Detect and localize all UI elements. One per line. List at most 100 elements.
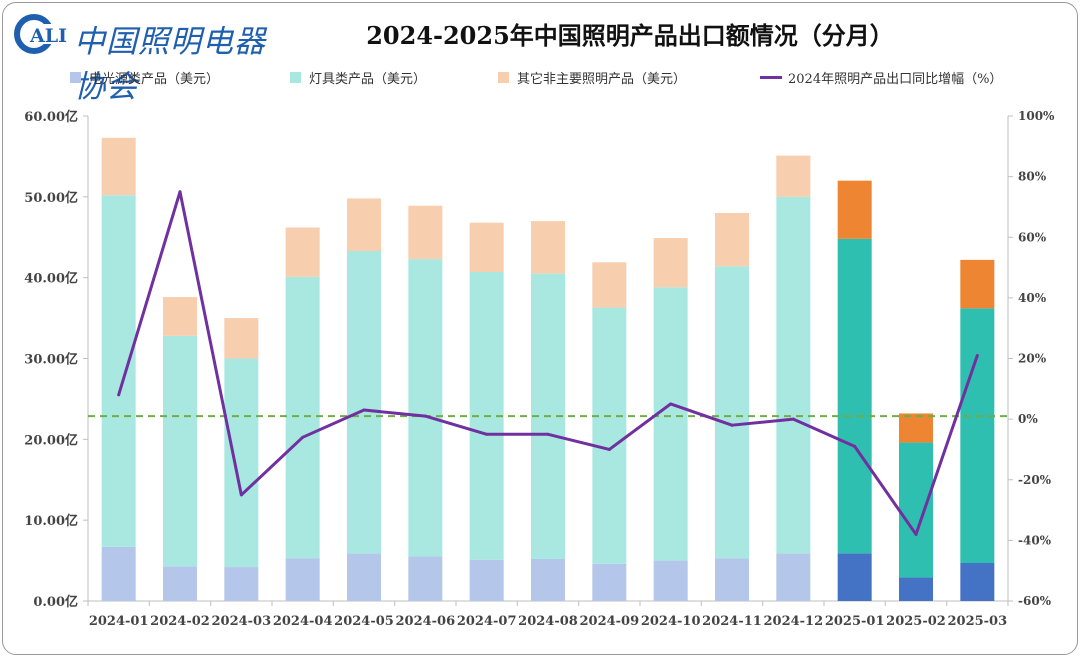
bar-segment-other [163,297,197,336]
legend-label-fixtures: 灯具类产品（美元） [309,72,427,87]
bar-segment-other [101,137,136,196]
bar-segment-fixtures [837,238,872,554]
bar-segment-fixtures [960,308,995,564]
y-left-tick-label: 0.00亿 [33,594,78,610]
bar-segment-bulbs [224,567,259,601]
bar-segment-fixtures [163,335,197,567]
bar-segment-fixtures [715,266,749,559]
bar-segment-fixtures [776,196,811,554]
growth-point [669,402,673,406]
bar-segment-other [776,155,811,197]
x-tick-label: 2024-02 [150,614,210,629]
y-right-tick-label: -20% [1018,473,1052,487]
bar-segment-fixtures [224,358,259,568]
chart-title: 2024-2025年中国照明产品出口额情况（分月） [366,21,894,50]
legend: 电光源类产品（美元） 灯具类产品（美元） 其它非主要照明产品（美元） 2024年… [0,68,1080,88]
bar-segment-other [469,222,504,273]
bar-segment-bulbs [837,553,872,601]
x-tick-label: 2025-03 [947,614,1007,629]
logo-text: 中国照明电器协会 [74,24,266,105]
y-right-tick-label: 80% [1018,170,1047,184]
x-tick-label: 2024-07 [457,614,517,629]
legend-item-fixtures: 灯具类产品（美元） [290,68,426,87]
bar-segment-other [960,259,995,309]
bar-segment-fixtures [592,307,627,564]
bar-segment-fixtures [899,442,933,578]
y-right-tick-label: 40% [1018,291,1047,305]
bar-segment-bulbs [163,566,197,601]
y-left-tick-label: 60.00亿 [24,109,78,125]
growth-point [914,532,918,536]
bar-segment-other [531,221,565,274]
bar-segment-other [837,180,872,239]
growth-point [301,435,305,439]
y-right-tick-label: -40% [1018,533,1052,547]
y-left-tick-label: 50.00亿 [24,190,78,206]
x-tick-label: 2024-01 [89,614,149,629]
bar-segment-fixtures [408,259,443,557]
x-tick-label: 2024-11 [702,614,762,629]
bar-segment-other [653,238,688,288]
bar-segment-bulbs [285,558,320,601]
logo: ALI 中国照明电器协会 [12,12,292,105]
y-right-tick-label: 0% [1018,412,1038,426]
bar-segment-other [715,213,749,267]
bar-segment-fixtures [285,276,320,559]
legend-swatch-growth [760,76,782,79]
bar-segment-other [347,198,381,251]
legend-label-bulbs: 电光源类产品（美元） [89,72,220,87]
x-tick-label: 2024-03 [211,614,271,629]
y-left-tick-label: 40.00亿 [24,271,78,287]
bar-segment-bulbs [347,553,381,601]
svg-text:ALI: ALI [29,25,67,47]
bar-segment-fixtures [347,250,381,554]
bar-segment-other [285,227,320,277]
legend-swatch-bulbs [70,72,81,83]
x-tick-label: 2024-12 [763,614,823,629]
x-tick-label: 2024-09 [579,614,639,629]
legend-label-growth: 2024年照明产品出口同比增幅（%） [788,72,1003,87]
growth-point [730,423,734,427]
growth-point [117,393,121,397]
y-right-tick-label: -60% [1018,594,1052,608]
y-left-tick-label: 30.00亿 [24,352,78,368]
logo-mark-icon: ALI [14,14,72,54]
legend-swatch-other [498,72,509,83]
y-left-tick-label: 10.00亿 [24,513,78,529]
x-tick-label: 2024-04 [273,614,333,629]
bar-segment-bulbs [408,556,443,601]
x-tick-label: 2024-05 [334,614,394,629]
growth-point [485,432,489,436]
bar-segment-bulbs [899,577,933,601]
bar-segment-other [592,262,627,308]
bar-segment-bulbs [531,558,565,601]
y-right-tick-label: 100% [1018,109,1055,123]
growth-point [546,432,550,436]
y-left-tick-label: 20.00亿 [24,432,78,448]
y-right-tick-label: 60% [1018,230,1047,244]
x-tick-label: 2025-01 [825,614,885,629]
bar-segment-other [224,318,259,359]
growth-point [178,190,182,194]
bar-segment-fixtures [653,287,688,561]
x-tick-label: 2024-08 [518,614,578,629]
bar-segment-bulbs [592,563,627,601]
bar-segment-bulbs [960,563,995,601]
bar-segment-bulbs [776,553,811,601]
legend-swatch-fixtures [290,72,301,83]
bar-segment-bulbs [715,558,749,601]
growth-point [975,353,979,357]
y-right-tick-label: 20% [1018,352,1047,366]
growth-point [853,444,857,448]
legend-item-other: 其它非主要照明产品（美元） [498,68,686,87]
growth-point [362,408,366,412]
bar-segment-other [408,205,443,260]
growth-point [423,414,427,418]
legend-item-growth: 2024年照明产品出口同比增幅（%） [760,68,1002,87]
bar-segment-fixtures [101,195,136,547]
legend-label-other: 其它非主要照明产品（美元） [517,72,687,87]
x-tick-label: 2025-02 [886,614,946,629]
bar-segment-bulbs [653,560,688,601]
growth-point [791,417,795,421]
